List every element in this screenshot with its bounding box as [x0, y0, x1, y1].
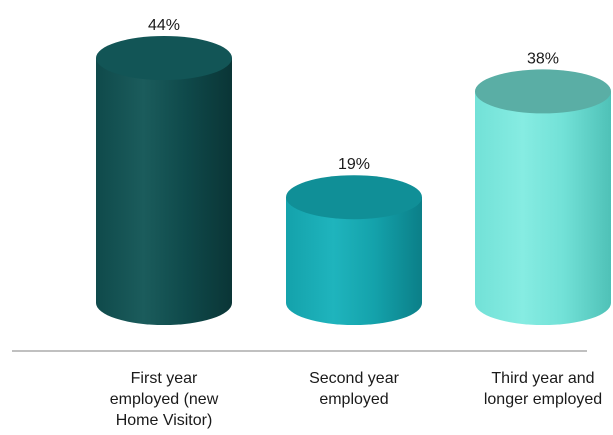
bar-body	[286, 197, 422, 325]
bar	[96, 36, 232, 325]
bar-body	[475, 91, 611, 325]
bar-top	[96, 36, 232, 80]
data-label: 19%	[338, 156, 370, 173]
tick-label: Second year employed	[309, 370, 400, 408]
bar-top	[475, 69, 611, 114]
bar-body	[96, 58, 232, 325]
value-labels-layer: 44% 19% 38%	[148, 17, 559, 173]
tick-label: First year employed (new Home Visitor)	[110, 370, 219, 429]
tick-label: Third year and longer employed	[484, 370, 602, 408]
data-label: 38%	[527, 50, 559, 67]
category-labels-layer: First year employed (new Home Visitor) Seco…	[110, 370, 602, 429]
bar	[475, 69, 611, 325]
data-label: 44%	[148, 17, 180, 34]
bar	[286, 175, 422, 325]
bar-top	[286, 175, 422, 220]
bars-layer	[96, 36, 611, 325]
